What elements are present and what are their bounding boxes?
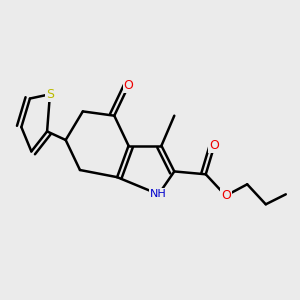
Text: NH: NH [150,189,167,199]
Text: O: O [221,189,231,202]
Text: O: O [209,139,219,152]
Text: S: S [46,88,54,101]
Text: O: O [124,79,134,92]
